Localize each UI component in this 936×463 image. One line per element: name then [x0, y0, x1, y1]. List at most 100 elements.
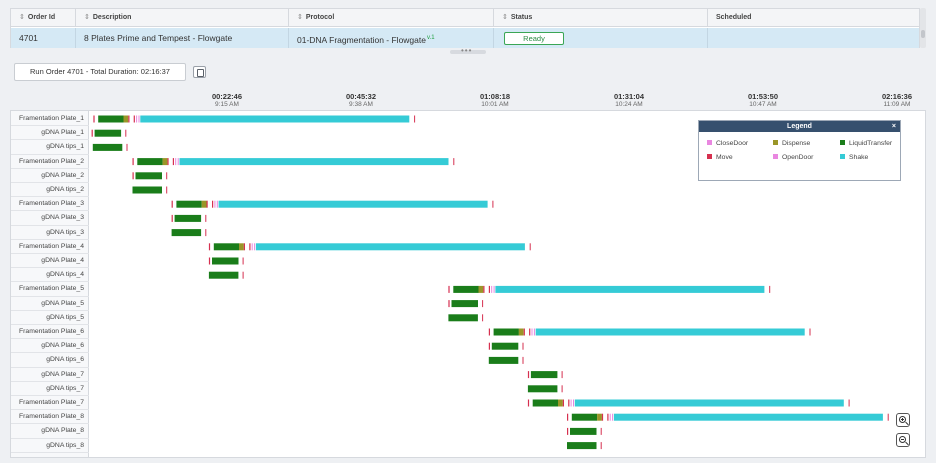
- gantt-bar[interactable]: [478, 285, 484, 293]
- gantt-bar[interactable]: [561, 371, 563, 379]
- sort-icon[interactable]: ⇕: [297, 14, 303, 21]
- gantt-bar[interactable]: [533, 328, 535, 336]
- table-scrollbar[interactable]: [920, 8, 926, 48]
- col-status[interactable]: ⇕ Status: [494, 9, 708, 27]
- gantt-bar[interactable]: [567, 413, 569, 421]
- gantt-bar[interactable]: [567, 427, 569, 435]
- gantt-bar[interactable]: [573, 399, 574, 407]
- zoom-out-icon[interactable]: [896, 433, 910, 447]
- gantt-bar[interactable]: [132, 186, 163, 194]
- gantt-bar[interactable]: [239, 243, 244, 251]
- gantt-bar[interactable]: [176, 200, 202, 208]
- gantt-bar[interactable]: [123, 115, 129, 123]
- gantt-bar[interactable]: [254, 243, 256, 251]
- gantt-bar[interactable]: [523, 328, 525, 336]
- gantt-bar[interactable]: [206, 200, 208, 208]
- gantt-bar[interactable]: [597, 413, 602, 421]
- gantt-bar[interactable]: [94, 129, 122, 137]
- gantt-bar[interactable]: [414, 115, 416, 123]
- gantt-bar[interactable]: [613, 413, 883, 421]
- gantt-bar[interactable]: [201, 200, 207, 208]
- gantt-bar[interactable]: [132, 172, 134, 180]
- gantt-bar[interactable]: [92, 143, 123, 151]
- gantt-bar[interactable]: [179, 158, 449, 166]
- gantt-bar[interactable]: [171, 229, 202, 237]
- gantt-bar[interactable]: [529, 328, 531, 336]
- gantt-bar[interactable]: [177, 158, 179, 166]
- collapse-icon[interactable]: [193, 66, 206, 78]
- gantt-bar[interactable]: [495, 285, 765, 293]
- gantt-bar[interactable]: [453, 158, 455, 166]
- gantt-bar[interactable]: [887, 413, 889, 421]
- gantt-bar[interactable]: [205, 214, 207, 222]
- gantt-bar[interactable]: [529, 243, 531, 251]
- gantt-bar[interactable]: [243, 243, 245, 251]
- gantt-bar[interactable]: [482, 314, 484, 322]
- gantt-bar[interactable]: [171, 214, 173, 222]
- gantt-bar[interactable]: [213, 243, 240, 251]
- gantt-bar[interactable]: [488, 356, 519, 364]
- gantt-bar[interactable]: [527, 399, 530, 407]
- gantt-bar[interactable]: [133, 115, 135, 123]
- gantt-bar[interactable]: [255, 243, 525, 251]
- panel-splitter-handle[interactable]: •••: [450, 46, 486, 55]
- gantt-bar[interactable]: [126, 143, 128, 151]
- gantt-bar[interactable]: [98, 115, 124, 123]
- gantt-bar[interactable]: [491, 342, 519, 350]
- gantt-bar[interactable]: [491, 285, 493, 293]
- gantt-bar[interactable]: [136, 115, 138, 123]
- gantt-bar[interactable]: [612, 413, 614, 421]
- gantt-bar[interactable]: [166, 172, 168, 180]
- gantt-bar[interactable]: [242, 271, 244, 279]
- gantt-bar[interactable]: [493, 328, 519, 336]
- gantt-bar[interactable]: [218, 200, 488, 208]
- gantt-bar[interactable]: [448, 314, 478, 322]
- sort-icon[interactable]: ⇕: [84, 14, 90, 21]
- gantt-bar[interactable]: [135, 172, 163, 180]
- sort-icon[interactable]: ⇕: [19, 14, 25, 21]
- gantt-bar[interactable]: [527, 385, 558, 393]
- gantt-bar[interactable]: [609, 413, 611, 421]
- gantt-bar[interactable]: [451, 300, 479, 308]
- gantt-bar[interactable]: [167, 158, 169, 166]
- col-scheduled[interactable]: Scheduled: [708, 9, 920, 27]
- scrollbar-thumb[interactable]: [921, 30, 925, 38]
- gantt-bar[interactable]: [600, 442, 602, 450]
- gantt-bar[interactable]: [172, 158, 174, 166]
- close-icon[interactable]: ×: [891, 123, 896, 130]
- gantt-bar[interactable]: [162, 158, 168, 166]
- gantt-bar[interactable]: [558, 399, 563, 407]
- gantt-bar[interactable]: [448, 300, 450, 308]
- gantt-bar[interactable]: [530, 371, 558, 379]
- gantt-bar[interactable]: [251, 243, 253, 251]
- gantt-bar[interactable]: [208, 243, 211, 251]
- gantt-bar[interactable]: [570, 427, 597, 435]
- gantt-bar[interactable]: [570, 399, 572, 407]
- gantt-bar[interactable]: [208, 271, 239, 279]
- sort-icon[interactable]: ⇕: [502, 14, 508, 21]
- gantt-bar[interactable]: [212, 257, 239, 265]
- gantt-bar[interactable]: [125, 129, 127, 137]
- gantt-bar[interactable]: [562, 399, 564, 407]
- gantt-bar[interactable]: [216, 200, 218, 208]
- gantt-bar[interactable]: [453, 285, 479, 293]
- gantt-bar[interactable]: [448, 285, 450, 293]
- gantt-bar[interactable]: [568, 399, 570, 407]
- col-protocol[interactable]: ⇕ Protocol: [289, 9, 494, 27]
- gantt-bar[interactable]: [140, 115, 410, 123]
- gantt-bar[interactable]: [137, 158, 163, 166]
- gantt-bar[interactable]: [607, 413, 609, 421]
- gantt-bar[interactable]: [212, 200, 214, 208]
- gantt-bar[interactable]: [561, 385, 563, 393]
- gantt-bar[interactable]: [93, 115, 95, 123]
- gantt-bar[interactable]: [488, 328, 490, 336]
- table-row[interactable]: 4701 8 Plates Prime and Tempest - Flowga…: [11, 28, 919, 48]
- gantt-bar[interactable]: [522, 342, 524, 350]
- gantt-bar[interactable]: [128, 115, 130, 123]
- gantt-bar[interactable]: [91, 129, 93, 137]
- gantt-bar[interactable]: [249, 243, 251, 251]
- gantt-bar[interactable]: [600, 427, 602, 435]
- gantt-bar[interactable]: [493, 285, 495, 293]
- gantt-bar[interactable]: [535, 328, 805, 336]
- gantt-bar[interactable]: [492, 200, 494, 208]
